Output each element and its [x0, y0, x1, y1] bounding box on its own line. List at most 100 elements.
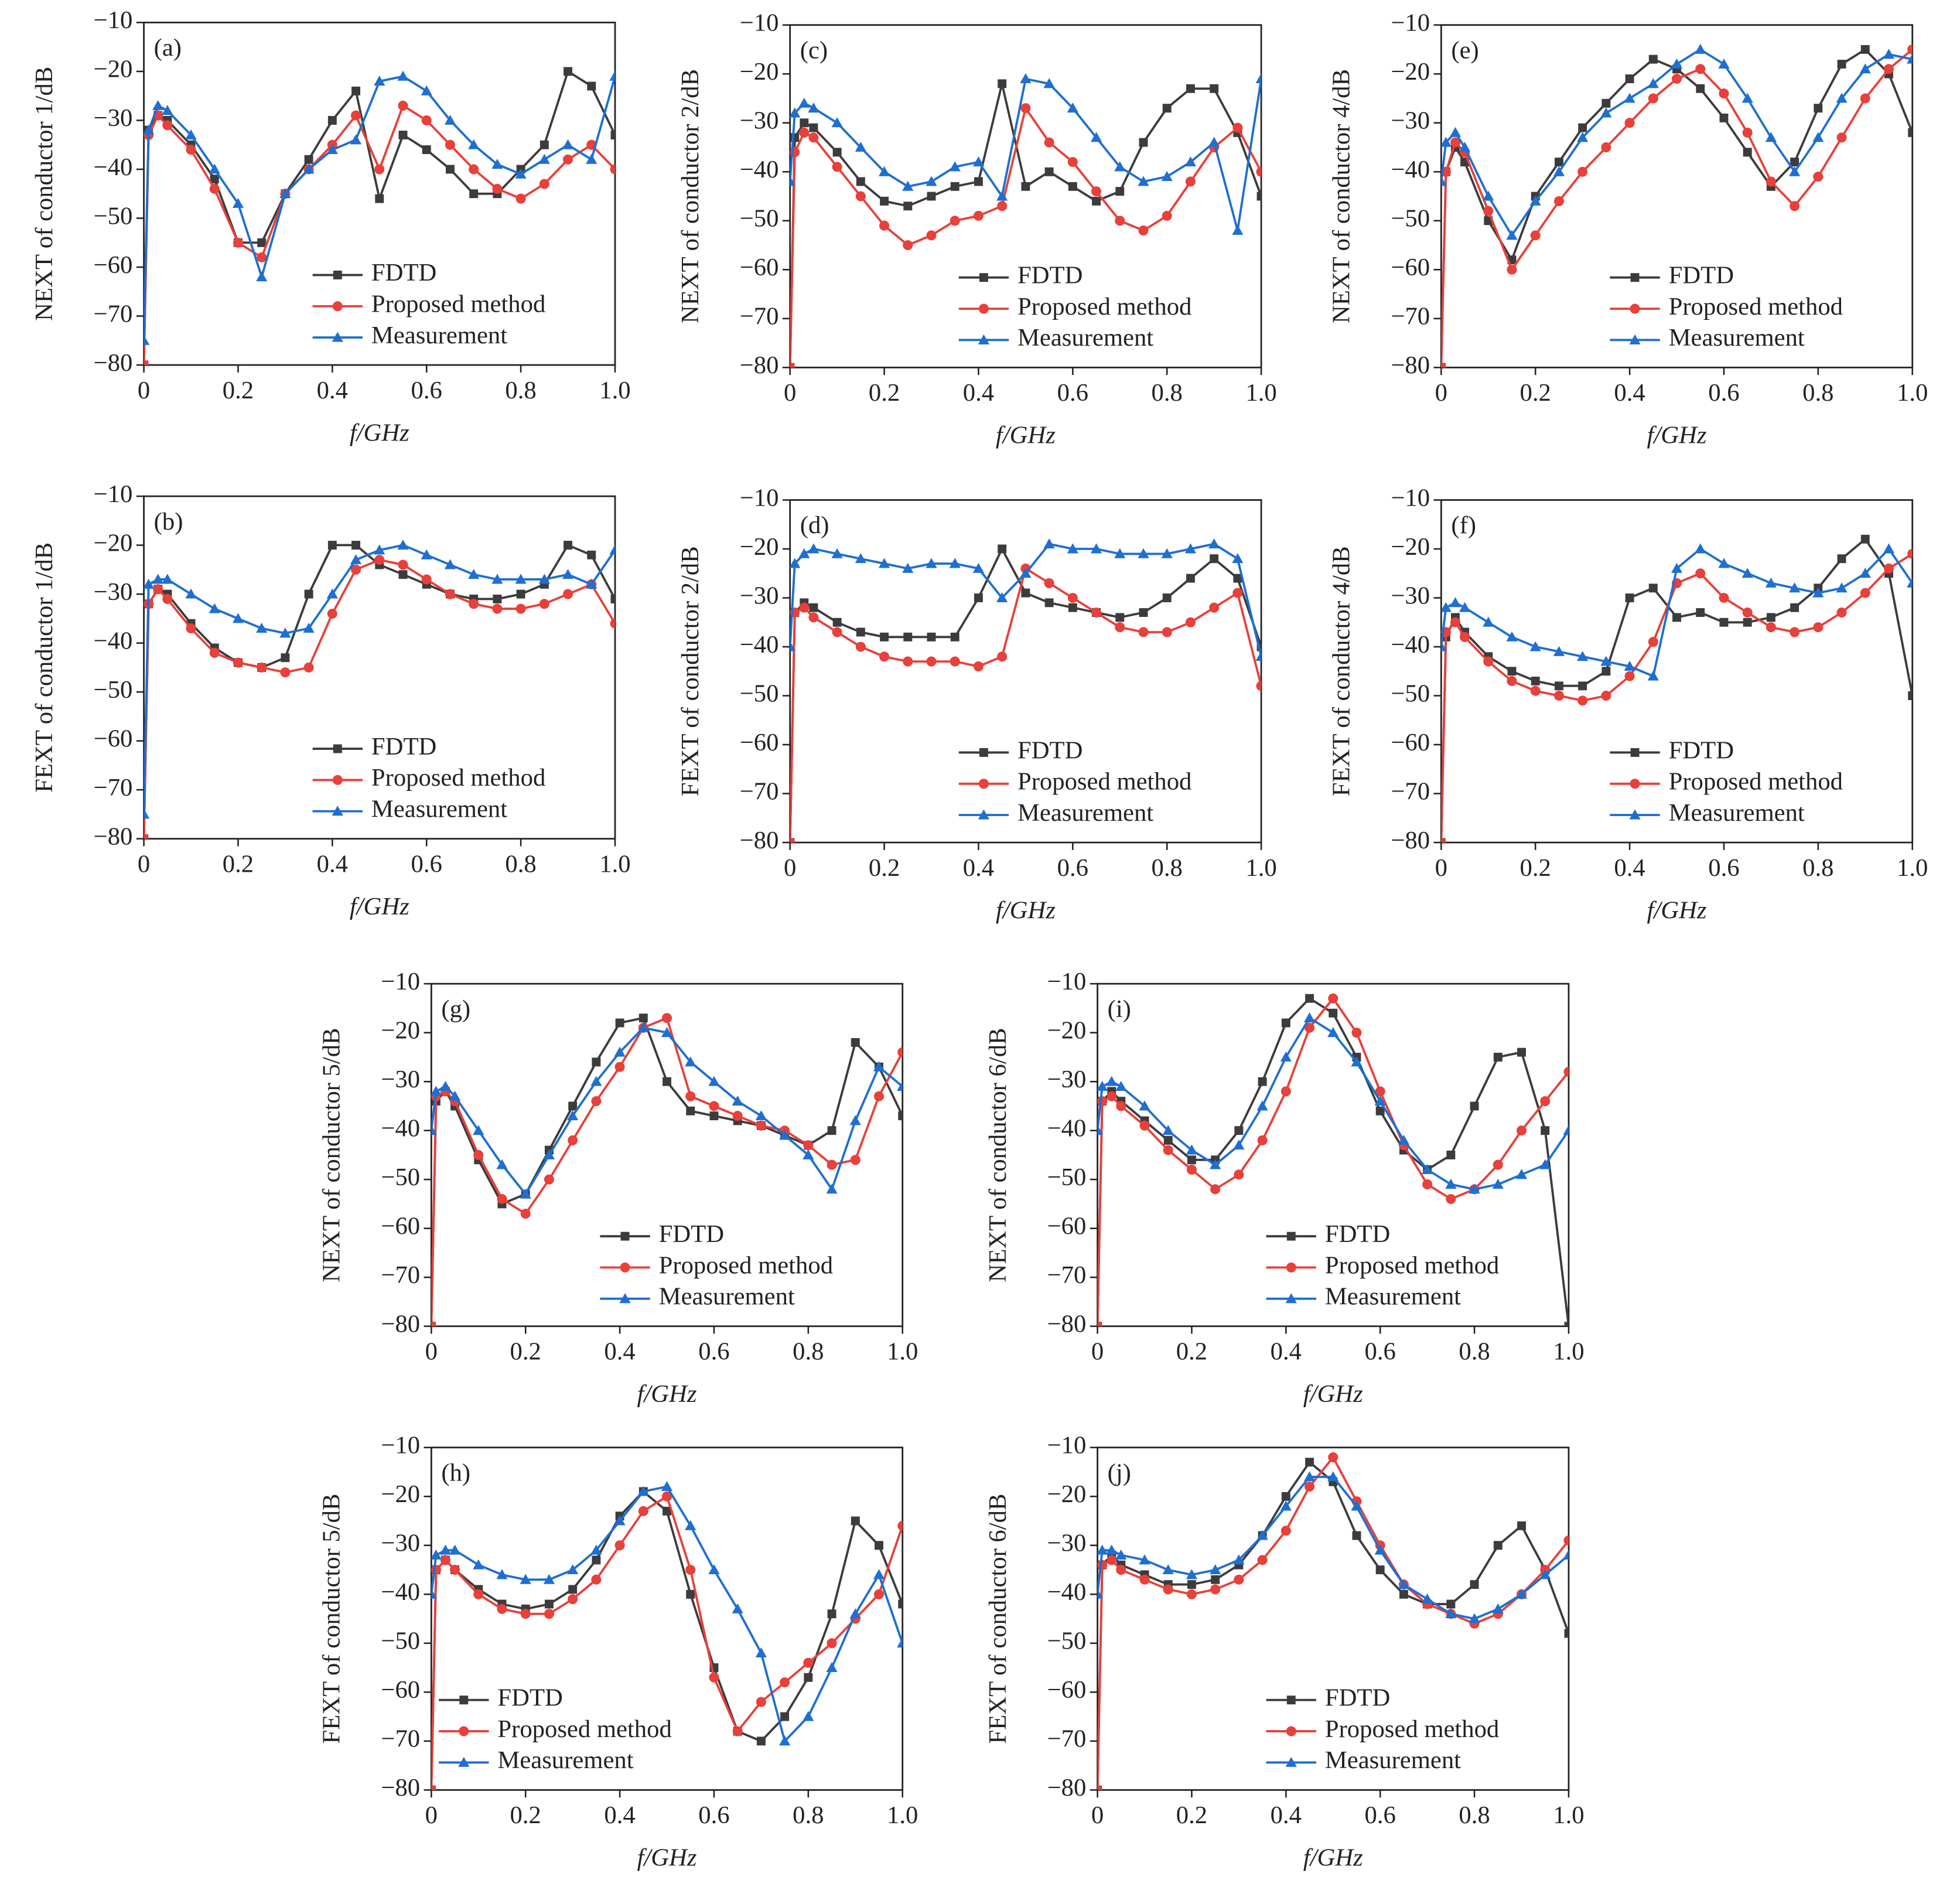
marker-circle [903, 240, 913, 251]
marker-triangle [685, 1056, 696, 1067]
marker-square [809, 123, 818, 132]
marker-triangle [1459, 141, 1471, 152]
y-axis-label: FEXT of conductor 1/dB [30, 542, 58, 793]
x-tick-label: 0.2 [1176, 1801, 1207, 1829]
y-tick-label: −10 [1391, 9, 1430, 36]
marker-square [1186, 574, 1195, 583]
legend-label: FDTD [659, 1220, 724, 1248]
marker-square [851, 1038, 860, 1047]
marker-triangle [902, 562, 914, 573]
y-tick-label: −50 [381, 1627, 420, 1655]
x-tick-label: 0.4 [604, 1338, 635, 1366]
marker-triangle [144, 124, 155, 135]
marker-triangle [303, 163, 315, 174]
marker-triangle [1695, 543, 1706, 554]
marker-triangle [1090, 132, 1102, 142]
marker-circle [1186, 1165, 1197, 1175]
marker-circle [950, 656, 960, 667]
marker-circle [1907, 548, 1913, 559]
marker-triangle [1374, 1544, 1386, 1555]
marker-square [1375, 1565, 1385, 1575]
x-tick-label: 0 [1435, 379, 1447, 407]
marker-circle [661, 1491, 672, 1502]
marker-triangle [1398, 1134, 1410, 1145]
marker-circle [827, 1638, 837, 1649]
x-tick-label: 0.2 [1520, 854, 1551, 882]
marker-triangle [431, 1086, 442, 1096]
y-tick-label: −50 [1047, 1627, 1087, 1655]
y-tick-label: −40 [1047, 1578, 1087, 1606]
marker-square [564, 541, 573, 550]
marker-triangle [256, 622, 268, 633]
marker-triangle [1483, 190, 1494, 201]
chart: −80 −70 −60 −50 −40 −30 −20 −10 0 0.2 0.4 0.6 0.8 1.0… [318, 968, 918, 1408]
marker-circle [897, 1520, 903, 1531]
legend-marker [1630, 748, 1640, 757]
y-tick-label: −50 [1391, 205, 1430, 233]
marker-triangle [590, 1544, 602, 1555]
y-tick-label: −20 [1047, 1480, 1087, 1508]
x-tick-label: 0.2 [510, 1801, 541, 1829]
x-tick-label: 0.4 [1271, 1338, 1302, 1366]
marker-square [1281, 1018, 1290, 1028]
plot-area [790, 73, 1262, 368]
marker-triangle [1539, 1159, 1551, 1169]
marker-square [756, 1736, 766, 1746]
marker-square [780, 1712, 790, 1721]
legend-marker [333, 270, 342, 279]
marker-triangle [1459, 602, 1471, 612]
legend-label: Proposed method [1017, 293, 1191, 320]
x-tick-label: 0.6 [698, 1801, 729, 1829]
legend-label: FDTD [1017, 261, 1083, 289]
marker-triangle [1563, 1549, 1569, 1560]
y-tick-label: −10 [94, 480, 133, 508]
marker-square [1210, 84, 1219, 93]
marker-square [587, 550, 596, 559]
marker-triangle [421, 85, 432, 95]
marker-triangle [661, 1480, 673, 1492]
y-tick-label: −80 [740, 827, 779, 854]
marker-triangle [972, 156, 985, 166]
marker-circle [808, 612, 819, 623]
marker-triangle [1441, 602, 1452, 612]
marker-square [1554, 681, 1563, 691]
marker-square [851, 1516, 860, 1526]
x-axis-label: f/GHz [1303, 1380, 1363, 1408]
x-tick-label: 0.4 [1271, 1801, 1302, 1829]
marker-circle [1719, 592, 1729, 603]
marker-circle [827, 1159, 837, 1170]
marker-circle [756, 1120, 766, 1131]
y-tick-label: −50 [1391, 680, 1430, 707]
legend-label: Proposed method [1017, 768, 1191, 796]
marker-square [800, 118, 809, 128]
legend-marker [979, 748, 988, 757]
marker-triangle [849, 1608, 861, 1619]
legend-label: Measurement [371, 322, 507, 349]
panel-label: (h) [441, 1459, 470, 1486]
marker-square [375, 194, 384, 203]
marker-circle [351, 564, 361, 575]
marker-circle [473, 1149, 484, 1161]
x-tick-label: 1.0 [1897, 379, 1928, 407]
chart: −80 −70 −60 −50 −40 −30 −20 −10 0 0.2 0.4 0.6 0.8 1.0… [30, 6, 631, 446]
marker-triangle [449, 1544, 461, 1555]
legend-label: Measurement [497, 1746, 633, 1774]
marker-triangle [1067, 543, 1078, 554]
y-axis-label: FEXT of conductor 4/dB [1328, 546, 1355, 796]
marker-triangle [374, 544, 385, 555]
legend-marker [1286, 1726, 1296, 1736]
marker-square [1044, 167, 1054, 176]
marker-triangle [326, 588, 338, 599]
marker-circle [1107, 1555, 1117, 1565]
y-tick-label: −20 [94, 56, 133, 83]
y-tick-label: −40 [1391, 156, 1430, 183]
marker-circle [303, 662, 314, 673]
legend-label: FDTD [371, 259, 436, 286]
x-tick-label: 0 [1091, 1801, 1104, 1829]
marker-square [445, 165, 455, 174]
marker-triangle [538, 574, 550, 584]
marker-circle [790, 362, 795, 368]
marker-square [1234, 1126, 1244, 1135]
marker-circle [515, 603, 526, 614]
